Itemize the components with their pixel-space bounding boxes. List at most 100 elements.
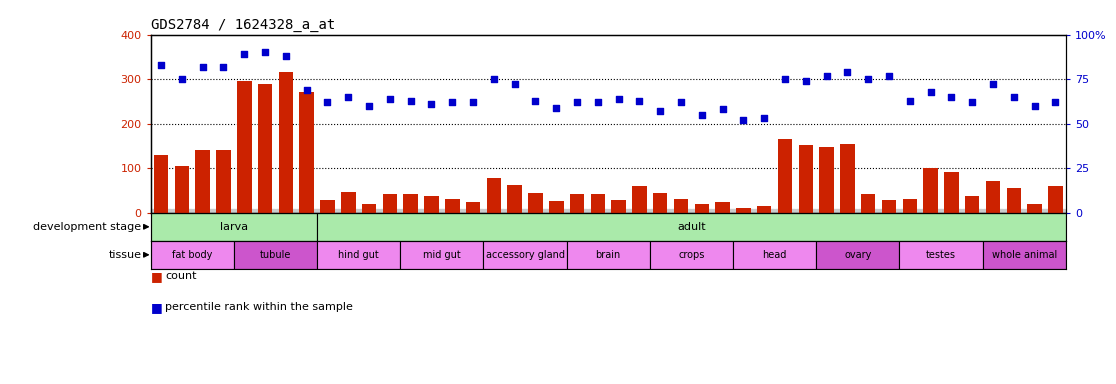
Bar xyxy=(737,209,751,213)
Point xyxy=(776,76,793,82)
Point xyxy=(277,53,295,59)
Bar xyxy=(299,92,314,213)
Bar xyxy=(570,194,585,213)
Point xyxy=(464,99,482,105)
Point xyxy=(173,76,191,82)
Bar xyxy=(612,200,626,213)
Point xyxy=(652,108,670,114)
Bar xyxy=(465,202,480,213)
Bar xyxy=(923,168,937,213)
Text: hind gut: hind gut xyxy=(338,250,379,260)
Point xyxy=(527,98,545,104)
Point xyxy=(381,96,398,102)
Text: development stage: development stage xyxy=(33,222,142,232)
Point xyxy=(360,103,378,109)
Point xyxy=(443,99,461,105)
Bar xyxy=(778,139,792,213)
Point xyxy=(942,94,960,100)
Bar xyxy=(445,199,460,213)
Point xyxy=(1026,103,1043,109)
Bar xyxy=(195,151,210,213)
Point xyxy=(152,62,170,68)
Bar xyxy=(151,241,234,269)
Point xyxy=(984,81,1002,88)
Point xyxy=(693,112,711,118)
Text: larva: larva xyxy=(220,222,248,232)
Point xyxy=(1047,99,1065,105)
Bar xyxy=(279,73,294,213)
Bar xyxy=(483,241,567,269)
Bar xyxy=(674,199,689,213)
Point xyxy=(402,98,420,104)
Point xyxy=(214,64,232,70)
Point xyxy=(298,87,316,93)
Bar xyxy=(362,204,376,213)
Bar xyxy=(237,81,251,213)
Point xyxy=(257,49,275,55)
Text: fat body: fat body xyxy=(172,250,212,260)
Bar xyxy=(860,194,875,213)
Bar xyxy=(733,241,816,269)
Text: ■: ■ xyxy=(151,301,163,314)
Bar xyxy=(317,213,1066,241)
Point xyxy=(881,73,898,79)
Bar xyxy=(819,147,834,213)
Text: crops: crops xyxy=(679,250,704,260)
Bar xyxy=(650,241,733,269)
Bar xyxy=(816,241,899,269)
Bar xyxy=(234,241,317,269)
Bar xyxy=(1007,188,1021,213)
Text: tissue: tissue xyxy=(108,250,142,260)
Bar xyxy=(258,84,272,213)
Text: count: count xyxy=(165,271,196,281)
Bar xyxy=(317,241,401,269)
Text: ovary: ovary xyxy=(844,250,872,260)
Bar xyxy=(985,181,1000,213)
Point xyxy=(318,99,336,105)
Point xyxy=(339,94,357,100)
Point xyxy=(734,117,752,123)
Point xyxy=(859,76,877,82)
Bar xyxy=(174,166,189,213)
Bar xyxy=(217,149,231,213)
Point xyxy=(838,69,856,75)
Bar xyxy=(424,196,439,213)
Point xyxy=(485,76,503,82)
Text: adult: adult xyxy=(677,222,705,232)
Point xyxy=(922,89,940,95)
Point xyxy=(756,115,773,121)
Bar xyxy=(341,192,356,213)
Bar xyxy=(567,241,650,269)
Bar xyxy=(151,213,317,241)
Bar xyxy=(320,200,335,213)
Bar xyxy=(154,155,169,213)
Text: accessory gland: accessory gland xyxy=(485,250,565,260)
Bar xyxy=(632,186,646,213)
Bar xyxy=(903,199,917,213)
Bar xyxy=(590,194,605,213)
Bar xyxy=(982,241,1066,269)
Point xyxy=(818,73,836,79)
Point xyxy=(963,99,981,105)
Bar xyxy=(1028,204,1042,213)
Text: head: head xyxy=(762,250,787,260)
Text: tubule: tubule xyxy=(260,250,291,260)
Text: mid gut: mid gut xyxy=(423,250,461,260)
Point xyxy=(194,64,212,70)
Bar xyxy=(403,194,417,213)
Bar xyxy=(487,178,501,213)
Bar xyxy=(549,201,564,213)
Bar xyxy=(757,206,771,213)
Point xyxy=(568,99,586,105)
Bar xyxy=(528,193,542,213)
Bar xyxy=(653,193,667,213)
Bar xyxy=(899,241,982,269)
Point xyxy=(631,98,648,104)
Point xyxy=(235,51,253,57)
Bar xyxy=(508,185,522,213)
Text: GDS2784 / 1624328_a_at: GDS2784 / 1624328_a_at xyxy=(151,18,335,32)
Bar xyxy=(944,172,959,213)
Point xyxy=(609,96,627,102)
Point xyxy=(423,101,441,107)
Bar xyxy=(715,202,730,213)
